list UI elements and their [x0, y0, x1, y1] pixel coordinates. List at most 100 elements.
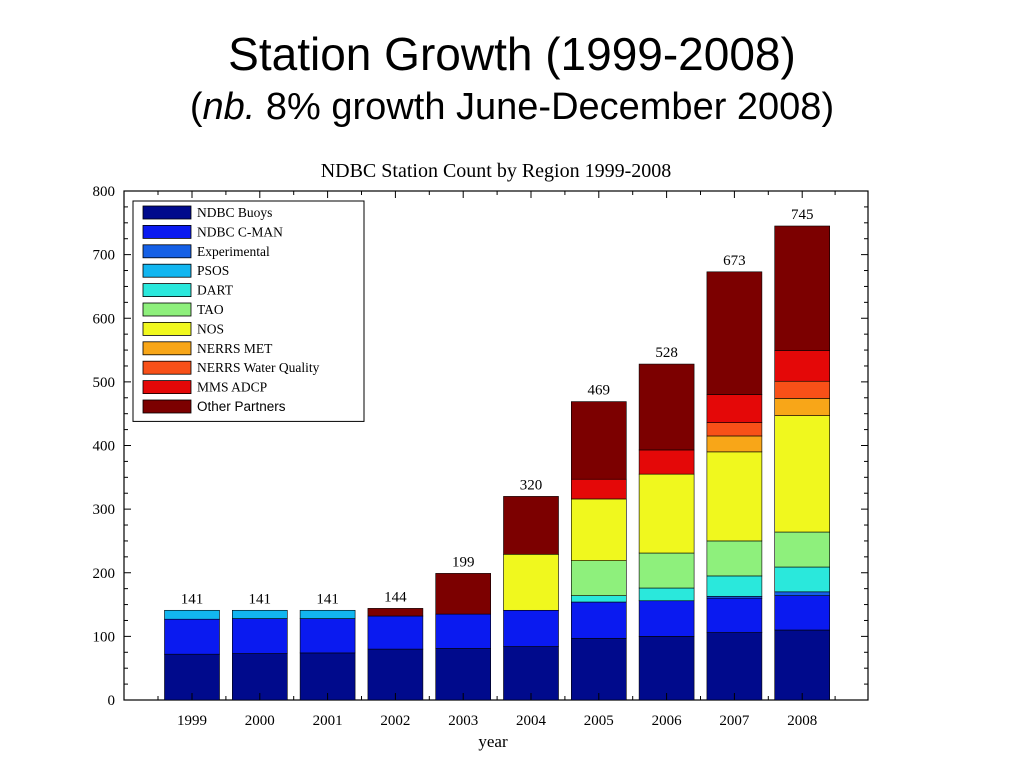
legend-label: NDBC C-MAN [197, 224, 283, 239]
legend-label: Other Partners [197, 399, 286, 414]
chart-title: NDBC Station Count by Region 1999-2008 [321, 160, 672, 182]
bar-total-label: 199 [452, 554, 475, 570]
x-tick-label: 2003 [448, 713, 478, 729]
x-tick-label: 2000 [245, 713, 275, 729]
bar-segment-mms-adcp-2008 [774, 350, 831, 382]
bar-segment-nerrs-water-quality-2008 [774, 380, 831, 399]
bar-total-label: 745 [791, 207, 814, 223]
bar-segment-other-partners-2004 [503, 496, 559, 555]
legend-label: DART [197, 283, 234, 298]
legend-swatch-nerrs-met [142, 341, 192, 356]
bar-segment-mms-adcp-2007 [706, 394, 763, 423]
x-tick-label: 2004 [516, 713, 547, 729]
bar-segment-other-partners-2003 [435, 573, 492, 615]
bar-segment-ndbc-c-man-2008 [774, 595, 831, 631]
legend-swatch-dart [142, 283, 192, 298]
slide-title: Station Growth (1999-2008) [228, 28, 796, 80]
subtitle-nb: nb. [202, 86, 256, 128]
slide-subtitle: (nb. 8% growth June-December 2008) [0, 84, 1024, 130]
x-tick-label: 1999 [177, 713, 207, 729]
bar-segment-nerrs-met-2008 [774, 398, 831, 416]
bar-total-label: 320 [520, 477, 543, 493]
bar-segment-ndbc-c-man-2004 [503, 609, 559, 647]
bar-segment-tao-2005 [570, 560, 627, 596]
bar-segment-psos-2001 [299, 609, 356, 619]
y-tick-label: 800 [93, 184, 116, 200]
bar-segment-ndbc-c-man-2002 [367, 615, 424, 650]
bar-total-label: 141 [316, 591, 339, 607]
x-tick-label: 2008 [787, 713, 817, 729]
bar-segment-ndbc-buoys-2005 [570, 637, 627, 701]
y-tick-label: 600 [93, 311, 116, 327]
bar-segment-tao-2007 [706, 540, 763, 577]
bar-segment-ndbc-c-man-2001 [299, 618, 356, 654]
bar-segment-ndbc-buoys-1999 [164, 653, 220, 701]
bar-total-label: 141 [249, 591, 272, 607]
bar-segment-dart-2007 [706, 575, 763, 597]
subtitle-text: 8% growth June-December 2008) [255, 86, 835, 128]
legend-swatch-other-partners [142, 399, 192, 414]
legend-label: Experimental [197, 244, 270, 259]
y-tick-label: 0 [108, 693, 116, 709]
bar-segment-ndbc-c-man-2005 [570, 601, 627, 639]
bar-segment-other-partners-2005 [570, 401, 627, 480]
bar-segment-nos-2005 [570, 498, 627, 561]
x-axis-label: year [478, 732, 508, 751]
bar-segment-other-partners-2007 [706, 271, 763, 395]
bar-segment-other-partners-2002 [367, 608, 424, 617]
bar-total-label: 144 [384, 589, 407, 605]
bar-segment-ndbc-buoys-2007 [706, 632, 763, 701]
legend-swatch-tao [142, 302, 192, 317]
bar-segment-dart-2005 [570, 595, 627, 603]
bar-segment-ndbc-c-man-1999 [164, 618, 220, 655]
bar-segment-experimental-2008 [774, 591, 831, 596]
x-tick-label: 2007 [719, 713, 750, 729]
bar-total-label: 528 [655, 345, 678, 361]
legend-label: NDBC Buoys [197, 205, 272, 220]
bar-segment-ndbc-buoys-2002 [367, 648, 424, 701]
y-tick-label: 400 [93, 439, 116, 455]
legend-label: PSOS [197, 263, 229, 278]
legend-label: NOS [197, 321, 224, 336]
y-tick-label: 100 [93, 629, 116, 645]
bar-segment-dart-2006 [638, 587, 695, 602]
legend: NDBC Buoys NDBC C-MAN Experimental PSOS DART… [132, 200, 365, 422]
y-tick-label: 500 [93, 375, 116, 391]
bar-segment-other-partners-2006 [638, 363, 695, 451]
plot-area: 0 100 200 300 400 500 600 700 800 141 1999 141 2000 1… [93, 184, 869, 729]
legend-swatch-nos [142, 321, 192, 336]
legend-swatch-nerrs-water-quality [142, 360, 192, 375]
bar-segment-ndbc-buoys-2006 [638, 636, 695, 701]
bar-total-label: 141 [181, 591, 204, 607]
bar-segment-nerrs-met-2007 [706, 435, 763, 453]
y-tick-label: 200 [93, 566, 116, 582]
bar-segment-nos-2006 [638, 473, 695, 554]
bar-total-label: 469 [588, 383, 611, 399]
bar-segment-ndbc-buoys-2004 [503, 646, 559, 701]
legend-swatch-psos [142, 263, 192, 278]
legend-swatch-mms-adcp [142, 380, 192, 395]
bar-segment-psos-1999 [164, 609, 220, 620]
bar-segment-other-partners-2008 [774, 225, 831, 351]
bar-segment-mms-adcp-2005 [570, 478, 627, 500]
bar-segment-dart-2008 [774, 566, 831, 593]
bar-segment-ndbc-buoys-2003 [435, 648, 492, 701]
bar-segment-ndbc-c-man-2007 [706, 597, 763, 633]
bar-segment-nos-2004 [503, 553, 559, 611]
bar-segment-nerrs-water-quality-2007 [706, 422, 763, 437]
bar-segment-ndbc-buoys-2008 [774, 629, 831, 701]
bar-segment-tao-2008 [774, 531, 831, 568]
x-tick-label: 2006 [652, 713, 683, 729]
legend-swatch-ndbc-buoys [142, 205, 192, 220]
bar-segment-tao-2006 [638, 552, 695, 589]
y-tick-label: 300 [93, 502, 116, 518]
bar-segment-nos-2008 [774, 415, 831, 533]
legend-label: MMS ADCP [197, 380, 267, 395]
legend-label: NERRS MET [197, 341, 273, 356]
bar-segment-psos-2000 [232, 609, 288, 619]
x-tick-label: 2005 [584, 713, 614, 729]
legend-label: NERRS Water Quality [197, 360, 320, 375]
bar-segment-mms-adcp-2006 [638, 449, 695, 475]
y-tick-label: 700 [93, 248, 116, 264]
